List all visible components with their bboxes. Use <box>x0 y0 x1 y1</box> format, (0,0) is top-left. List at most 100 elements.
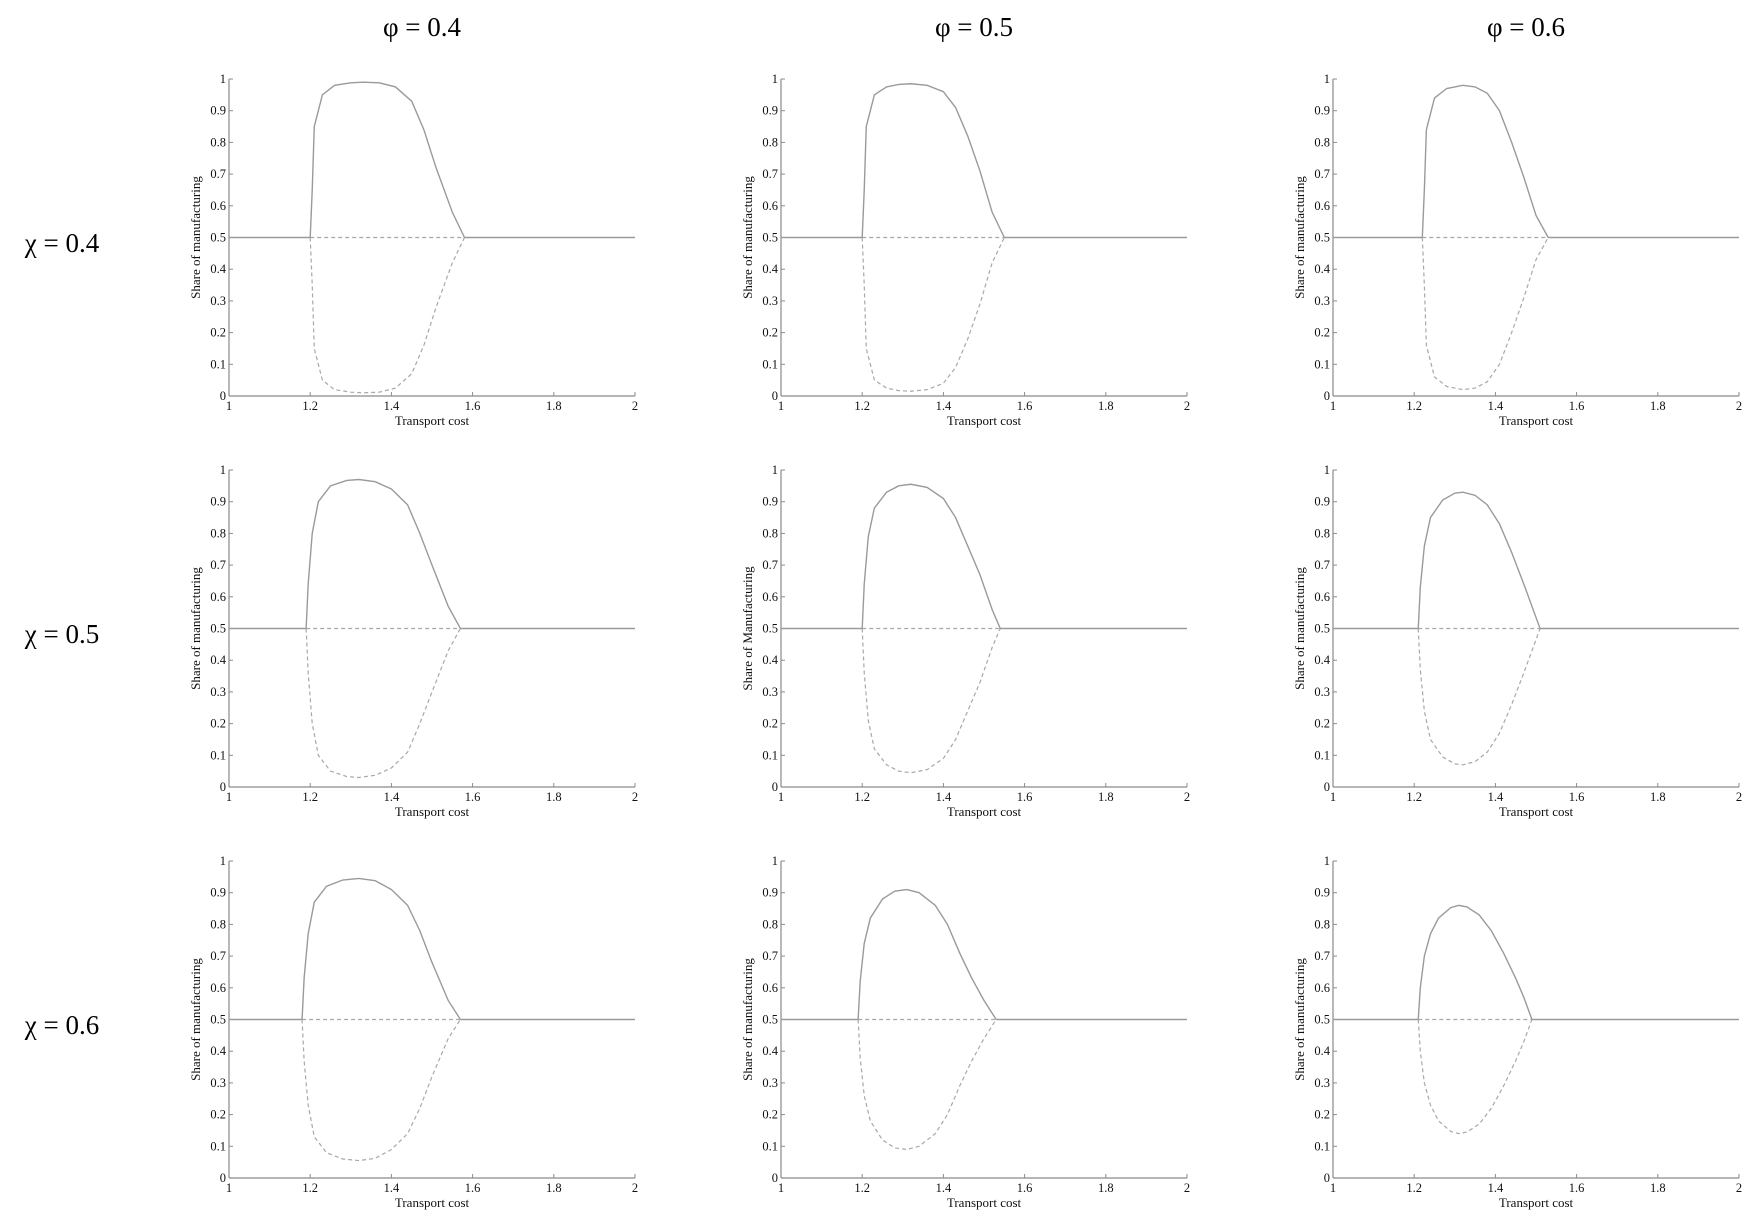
x-tick-label: 1.4 <box>936 790 952 804</box>
x-tick-label: 1.4 <box>1488 399 1504 413</box>
x-tick-label: 1 <box>226 1181 232 1195</box>
x-axis-title: Transport cost <box>1499 804 1574 819</box>
x-tick-label: 2 <box>1736 790 1742 804</box>
x-tick-label: 2 <box>632 399 638 413</box>
y-tick-label: 0.4 <box>210 1044 226 1058</box>
y-tick-label: 0.7 <box>1314 949 1330 963</box>
y-tick-label: 1 <box>1324 854 1330 868</box>
y-tick-label: 0 <box>1324 780 1330 794</box>
stable-branch-line <box>861 483 1001 629</box>
y-tick-label: 0.5 <box>1314 1013 1330 1027</box>
y-tick-label: 0 <box>772 1171 778 1185</box>
unstable-branch-line <box>301 1019 461 1162</box>
x-tick-label: 1.6 <box>465 399 481 413</box>
x-tick-label: 1.2 <box>854 399 870 413</box>
y-tick-label: 0.9 <box>1314 886 1330 900</box>
y-tick-label: 0.9 <box>762 495 778 509</box>
x-tick-label: 1.8 <box>1650 1181 1666 1195</box>
y-tick-label: 1 <box>1324 72 1330 86</box>
column-header-phi-0.4: φ = 0.4 <box>383 12 462 42</box>
x-tick-label: 1.8 <box>546 790 562 804</box>
x-tick-label: 1 <box>1330 1181 1336 1195</box>
y-tick-label: 0.8 <box>762 135 778 149</box>
y-tick-label: 0.6 <box>1314 590 1330 604</box>
unstable-branch-line <box>1417 628 1541 766</box>
y-tick-label: 0.6 <box>762 981 778 995</box>
stable-branch-line <box>1421 84 1549 238</box>
y-tick-label: 0.9 <box>1314 104 1330 118</box>
y-tick-label: 0.1 <box>762 1139 778 1153</box>
x-tick-label: 1.6 <box>1017 399 1033 413</box>
x-tick-label: 1 <box>226 399 232 413</box>
y-tick-label: 0.2 <box>1314 717 1330 731</box>
y-tick-label: 0.3 <box>762 294 778 308</box>
unstable-branch-line <box>857 1019 997 1151</box>
y-tick-label: 0.5 <box>210 231 226 245</box>
y-tick-label: 0.9 <box>762 886 778 900</box>
y-axis-title: Share of manufacturing <box>740 958 755 1081</box>
x-tick-label: 2 <box>1184 1181 1190 1195</box>
x-tick-label: 1.4 <box>384 399 400 413</box>
y-tick-label: 0.8 <box>210 526 226 540</box>
x-tick-label: 1.6 <box>465 1181 481 1195</box>
x-tick-label: 2 <box>1184 399 1190 413</box>
x-axis-title: Transport cost <box>947 1195 1022 1210</box>
y-tick-label: 0.9 <box>210 104 226 118</box>
panel-r0-c1: 0 0.1 0.2 0.3 0.4 0.5 0.6 0.7 0.8 0.9 1 1 1.2 1.4 1.6 1… <box>740 72 1190 428</box>
y-tick-label: 0.9 <box>210 495 226 509</box>
unstable-branch-line <box>1421 237 1549 391</box>
x-tick-label: 1.4 <box>1488 790 1504 804</box>
x-tick-label: 1.4 <box>1488 1181 1504 1195</box>
y-tick-label: 0.2 <box>762 326 778 340</box>
x-tick-label: 2 <box>1736 1181 1742 1195</box>
y-tick-label: 0.8 <box>210 917 226 931</box>
panel-r1-c2: 0 0.1 0.2 0.3 0.4 0.5 0.6 0.7 0.8 0.9 1 1 1.2 1.4 1.6 1… <box>1292 463 1742 819</box>
y-tick-label: 0.5 <box>1314 622 1330 636</box>
x-tick-label: 1.6 <box>1017 790 1033 804</box>
x-axis-title: Transport cost <box>947 804 1022 819</box>
y-axis-title: Share of manufacturing <box>188 958 203 1081</box>
y-tick-label: 0.4 <box>1314 1044 1330 1058</box>
x-tick-label: 1.6 <box>1569 790 1585 804</box>
y-tick-label: 0.6 <box>1314 199 1330 213</box>
y-tick-label: 0.3 <box>210 685 226 699</box>
y-tick-label: 1 <box>772 463 778 477</box>
y-tick-label: 0.3 <box>210 1076 226 1090</box>
panel-r2-c2: 0 0.1 0.2 0.3 0.4 0.5 0.6 0.7 0.8 0.9 1 1 1.2 1.4 1.6 1… <box>1292 854 1742 1210</box>
x-tick-label: 1.2 <box>302 790 318 804</box>
x-tick-label: 1.4 <box>384 1181 400 1195</box>
y-tick-label: 0.5 <box>762 622 778 636</box>
y-tick-label: 0.3 <box>762 1076 778 1090</box>
y-tick-label: 0.2 <box>210 717 226 731</box>
y-tick-label: 0.1 <box>762 748 778 762</box>
y-axis-title: Share of Manufacturing <box>740 566 755 691</box>
y-tick-label: 0.5 <box>1314 231 1330 245</box>
x-tick-label: 1.8 <box>1098 790 1114 804</box>
column-header-phi-0.5: φ = 0.5 <box>935 12 1013 42</box>
x-axis-title: Transport cost <box>1499 413 1574 428</box>
unstable-branch-line <box>1417 1019 1533 1135</box>
y-tick-label: 0.9 <box>1314 495 1330 509</box>
stable-branch-line <box>1417 491 1541 629</box>
y-tick-label: 0.2 <box>1314 1108 1330 1122</box>
y-tick-label: 0.1 <box>1314 357 1330 371</box>
x-tick-label: 2 <box>632 790 638 804</box>
y-tick-label: 0.6 <box>210 590 226 604</box>
y-tick-label: 0 <box>220 780 226 794</box>
y-tick-label: 0.6 <box>762 590 778 604</box>
x-axis-title: Transport cost <box>395 413 470 428</box>
x-tick-label: 1 <box>778 790 784 804</box>
y-tick-label: 0.5 <box>210 1013 226 1027</box>
x-axis-title: Transport cost <box>395 1195 470 1210</box>
x-tick-label: 2 <box>1736 399 1742 413</box>
y-tick-label: 1 <box>220 463 226 477</box>
y-tick-label: 0.6 <box>1314 981 1330 995</box>
x-tick-label: 1.2 <box>1406 1181 1422 1195</box>
y-tick-label: 0.4 <box>1314 262 1330 276</box>
unstable-branch-line <box>861 628 1001 774</box>
y-tick-label: 0.2 <box>762 1108 778 1122</box>
y-tick-label: 0.7 <box>210 949 226 963</box>
y-tick-label: 0.8 <box>762 526 778 540</box>
x-axis-title: Transport cost <box>1499 1195 1574 1210</box>
